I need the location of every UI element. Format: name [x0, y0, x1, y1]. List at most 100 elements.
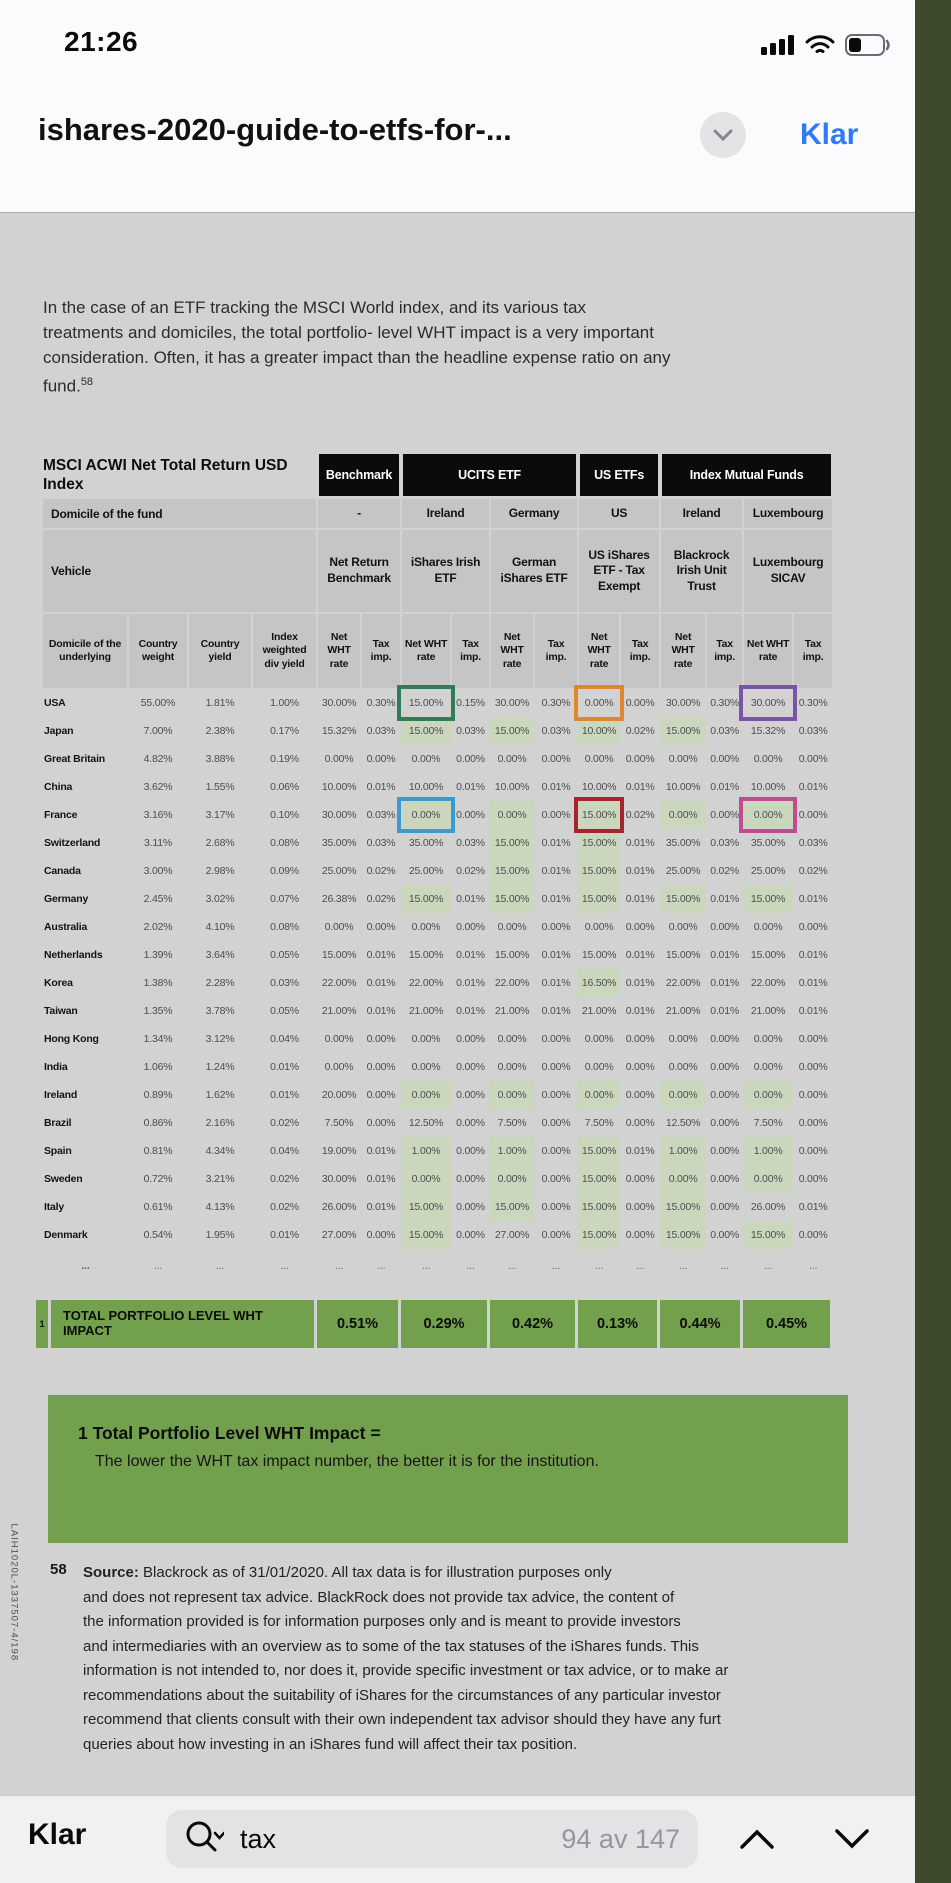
total-values: 0.51% 0.29% 0.42% 0.13% 0.44% 0.45%	[317, 1300, 830, 1348]
column-header-cell: Tax imp.	[451, 613, 491, 689]
value-cell: 0.00%	[798, 1089, 828, 1101]
next-match-button[interactable]	[825, 1814, 879, 1864]
wht-table: MSCI ACWI Net Total Return USD Index Benc…	[42, 452, 834, 1283]
value-cell: 0.01%	[366, 1173, 396, 1185]
value-cell: 15.00%	[578, 1137, 621, 1165]
value-cell: 0.00%	[798, 1117, 828, 1129]
column-header-cell: Tax imp.	[534, 613, 579, 689]
footnote-line: recommendations about the suitability of…	[83, 1686, 721, 1704]
index-div-yield-cell: 0.05%	[270, 1005, 299, 1017]
row-label: Netherlands	[44, 949, 103, 961]
table-row: Ireland 0.89% 1.62% 0.01% 20.00% 0.00% 0.00% 0.…	[42, 1081, 833, 1109]
value-cell: 27.00%	[321, 1229, 357, 1241]
search-field[interactable]: tax 94 av 147	[166, 1810, 698, 1868]
value-cell: 0.00%	[625, 1229, 655, 1241]
value-cell: 0.00%	[668, 1033, 698, 1045]
value-cell: 15.32%	[750, 725, 786, 737]
previous-match-button[interactable]	[730, 1814, 784, 1864]
value-cell: 0.00%	[710, 1145, 739, 1157]
value-cell: 0.01%	[710, 893, 739, 905]
chevron-down-button[interactable]	[700, 112, 746, 158]
value-cell: 0.00%	[456, 1061, 485, 1073]
index-div-yield-cell: 0.10%	[270, 809, 299, 821]
vehicle-cell: iShares Irish ETF	[401, 529, 491, 613]
value-cell: 0.01%	[366, 949, 396, 961]
table-row: Great Britain 4.82% 3.88% 0.19% 0.00% 0.00% 0.…	[42, 745, 833, 773]
value-cell: 0.00%	[743, 1081, 794, 1109]
country-yield-cell: 3.12%	[205, 1033, 235, 1045]
value-cell: 0.00%	[753, 921, 783, 933]
value-cell: 15.00%	[660, 1221, 707, 1249]
row-label: Denmark	[44, 1229, 88, 1241]
value-cell: 0.00%	[798, 809, 828, 821]
value-cell: 12.50%	[408, 1117, 444, 1129]
value-cell: 0.01%	[798, 977, 828, 989]
row-label: Taiwan	[44, 1005, 78, 1017]
index-div-yield-cell: 0.08%	[270, 921, 299, 933]
value-cell: 10.00%	[581, 781, 617, 793]
domicile-label: Domicile of the fund	[42, 498, 318, 529]
value-cell: 0.00%	[625, 1089, 655, 1101]
value-cell: 0.01%	[625, 949, 655, 961]
value-cell: 0.00%	[456, 1089, 485, 1101]
value-cell: 15.32%	[321, 725, 357, 737]
value-cell: 0.00%	[739, 797, 798, 833]
country-weight-cell: 0.54%	[143, 1229, 173, 1241]
country-weight-cell: 2.02%	[143, 921, 173, 933]
search-query-text[interactable]: tax	[240, 1823, 277, 1854]
value-cell: 0.01%	[366, 1145, 396, 1157]
status-icons	[761, 34, 891, 61]
value-cell: 15.00%	[408, 949, 444, 961]
column-header-cell: Domicile of the underlying	[42, 613, 128, 689]
done-button[interactable]: Klar	[800, 118, 859, 151]
table-row: Sweden 0.72% 3.21% 0.02% 30.00% 0.01% 0.00% 0.0…	[42, 1165, 833, 1193]
country-yield-cell: 1.81%	[205, 697, 235, 709]
index-div-yield-cell: 0.07%	[270, 893, 299, 905]
group-header-cell: UCITS ETF	[401, 452, 579, 498]
value-cell: 0.02%	[366, 893, 396, 905]
value-cell: 26.00%	[750, 1201, 786, 1213]
value-cell: 0.00%	[490, 1165, 535, 1193]
value-cell: 0.00%	[456, 753, 485, 765]
country-weight-cell: 0.89%	[143, 1089, 173, 1101]
domicile-cell: Ireland	[660, 498, 744, 529]
country-weight-cell: 3.11%	[144, 837, 172, 849]
row-label: Great Britain	[44, 753, 105, 765]
find-done-button[interactable]: Klar	[28, 1818, 87, 1851]
country-yield-cell: 1.55%	[205, 781, 235, 793]
value-cell: 0.00%	[411, 753, 441, 765]
ellipsis-cell: ...	[678, 1260, 688, 1272]
value-cell: 0.15%	[456, 697, 485, 709]
value-cell: 0.00%	[541, 1145, 571, 1157]
value-cell: 0.00%	[743, 1165, 794, 1193]
country-weight-cell: 0.72%	[143, 1173, 173, 1185]
callout-box: 1 Total Portfolio Level WHT Impact = The…	[48, 1395, 848, 1543]
value-cell: 0.00%	[366, 753, 396, 765]
row-label: Japan	[44, 725, 74, 737]
value-cell: 0.00%	[456, 809, 485, 821]
footnote-line: Source: Blackrock as of 31/01/2020. All …	[83, 1564, 612, 1581]
value-cell: 0.00%	[324, 921, 354, 933]
column-header-cell: Country weight	[128, 613, 188, 689]
value-cell: 22.00%	[408, 977, 444, 989]
ellipsis-cell: ...	[215, 1260, 225, 1272]
value-cell: 0.00%	[710, 809, 739, 821]
value-cell: 0.03%	[798, 837, 828, 849]
table-row: China 3.62% 1.55% 0.06% 10.00% 0.01% 10.00% 0.0…	[42, 773, 833, 801]
table-group-header-row: MSCI ACWI Net Total Return USD Index Benc…	[42, 452, 834, 498]
vehicle-label: Vehicle	[42, 529, 318, 613]
value-cell: 0.00%	[397, 797, 456, 833]
value-cell: 0.00%	[497, 1033, 527, 1045]
value-cell: 0.00%	[541, 1089, 571, 1101]
value-cell: 0.00%	[660, 1081, 707, 1109]
pdf-page[interactable]: In the case of an ETF tracking the MSCI …	[0, 213, 951, 1795]
value-cell: 0.00%	[625, 1117, 655, 1129]
value-cell: 0.03%	[798, 725, 828, 737]
value-cell: 0.00%	[625, 1061, 655, 1073]
chevron-down-icon	[713, 129, 733, 141]
value-cell: 16.50%	[578, 969, 621, 997]
row-label: USA	[44, 697, 66, 709]
country-yield-cell: 4.13%	[205, 1201, 235, 1213]
value-cell: 0.30%	[710, 697, 739, 709]
domicile-cell: Luxembourg	[743, 498, 834, 529]
